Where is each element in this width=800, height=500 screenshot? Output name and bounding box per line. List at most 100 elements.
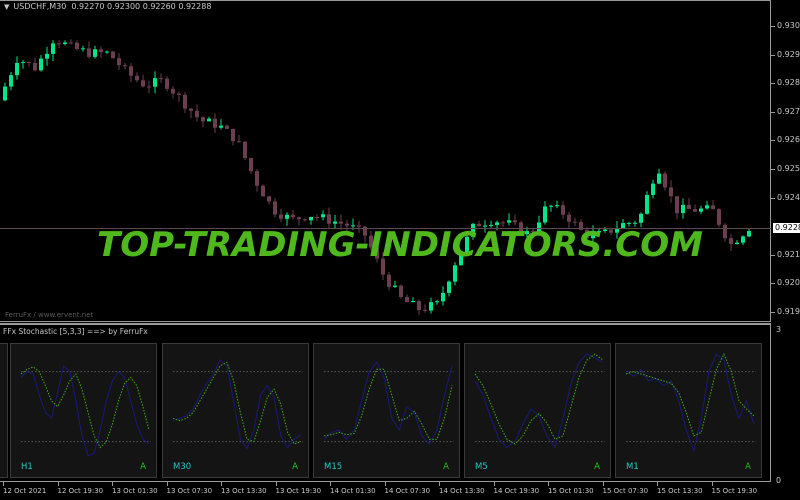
candle-body	[537, 222, 541, 232]
candle-body	[147, 86, 151, 88]
candle-body	[141, 80, 145, 87]
candle-body	[21, 62, 25, 64]
candle-body	[219, 125, 223, 128]
candle-body	[273, 201, 277, 215]
price-tick: 0.92175	[770, 250, 800, 259]
candle-body	[291, 214, 295, 218]
stochastic-panel-h1: H1 A	[10, 343, 157, 478]
time-tick: 14 Oct 13:30	[439, 482, 485, 495]
open-value: 0.92270	[71, 2, 105, 11]
indicator-window[interactable]	[0, 325, 771, 482]
indicator-scale-min: 0	[776, 476, 782, 485]
candle-body	[357, 225, 361, 227]
candle-body	[459, 252, 463, 266]
candle-body	[123, 65, 127, 67]
candle-body	[261, 185, 265, 197]
candle-body	[741, 236, 745, 243]
credit-label: FerruFx / www.ervent.net	[5, 311, 94, 319]
stoch-main-line	[20, 364, 150, 457]
candle-body	[423, 309, 427, 311]
stochastic-panel-m5: M5 A	[464, 343, 611, 478]
dropdown-triangle-icon[interactable]: ▼	[4, 3, 10, 11]
candle-body	[303, 219, 307, 221]
candle-body	[243, 141, 247, 159]
candle-body	[621, 223, 625, 229]
candle-body	[723, 224, 727, 239]
candle-body	[105, 51, 109, 53]
candle-body	[63, 42, 67, 45]
candle-body	[675, 196, 679, 214]
time-tick: 15 Oct 01:30	[548, 482, 594, 495]
watermark: TOP-TRADING-INDICATORS.COM	[97, 225, 703, 265]
candle-body	[33, 62, 37, 71]
candle-body	[531, 231, 535, 233]
candle-body	[447, 281, 451, 293]
candle-body	[111, 51, 115, 59]
candle-body	[117, 58, 121, 66]
candle-body	[255, 171, 259, 186]
candle-body	[483, 225, 487, 227]
candle-body	[729, 238, 733, 245]
price-tick: 0.92980	[770, 50, 800, 59]
candle-body	[189, 108, 193, 111]
candle-body	[369, 235, 373, 248]
candle-body	[249, 158, 253, 172]
candle-body	[177, 93, 181, 95]
candle-body	[693, 209, 697, 212]
candle-body	[393, 285, 397, 287]
candle-body	[669, 187, 673, 197]
candle-body	[87, 48, 91, 57]
time-tick: 12 Oct 19:30	[57, 482, 104, 495]
candle-body	[27, 62, 31, 64]
timeframe-label: H1	[21, 462, 33, 472]
symbol-label: USDCHF,M30	[13, 2, 67, 11]
candle-body	[93, 49, 97, 57]
candle-body	[609, 229, 613, 233]
candle-body	[99, 49, 103, 53]
candle-body	[453, 265, 457, 282]
candle-body	[561, 205, 565, 215]
candle-body	[237, 141, 241, 143]
close-value: 0.92288	[178, 2, 212, 11]
time-tick: 15 Oct 07:30	[602, 482, 649, 495]
time-tick: 13 Oct 01:30	[112, 482, 158, 495]
candle-body	[153, 78, 157, 87]
candle-body	[717, 209, 721, 225]
candle-body	[375, 247, 379, 259]
window-separator[interactable]	[0, 323, 771, 325]
candle-body	[333, 221, 337, 224]
indicator-scale-max: 3	[776, 325, 782, 334]
main-price-chart[interactable]	[0, 0, 800, 325]
candle-body	[657, 173, 661, 184]
time-tick: 13 Oct 07:30	[166, 482, 213, 495]
signal-label: A	[443, 462, 449, 472]
stoch-main-line	[172, 359, 302, 450]
candle-body	[615, 228, 619, 233]
candle-body	[441, 292, 445, 302]
candle-body	[351, 225, 355, 227]
candle-body	[39, 58, 43, 71]
candle-body	[225, 125, 229, 129]
candle-body	[663, 173, 667, 188]
stochastic-panel-m30: M30 A	[162, 343, 309, 478]
candle-body	[51, 43, 55, 54]
candle-body	[57, 43, 61, 45]
candle-body	[495, 222, 499, 225]
candle-body	[345, 223, 349, 226]
panel-fragment	[0, 343, 8, 478]
candle-body	[549, 205, 553, 207]
candle-body	[411, 301, 415, 303]
candle-body	[297, 217, 301, 220]
stoch-signal-line	[20, 366, 150, 449]
candle-body	[267, 196, 271, 202]
stoch-signal-line	[625, 352, 755, 437]
candle-body	[339, 221, 343, 224]
time-tick: 14 Oct 01:30	[330, 482, 376, 495]
candle-body	[585, 229, 589, 239]
price-tick: 0.92520	[770, 164, 800, 173]
candle-body	[387, 274, 391, 287]
candle-body	[627, 222, 631, 224]
candle-body	[651, 183, 655, 195]
candle-body	[687, 204, 691, 210]
candle-body	[681, 204, 685, 214]
